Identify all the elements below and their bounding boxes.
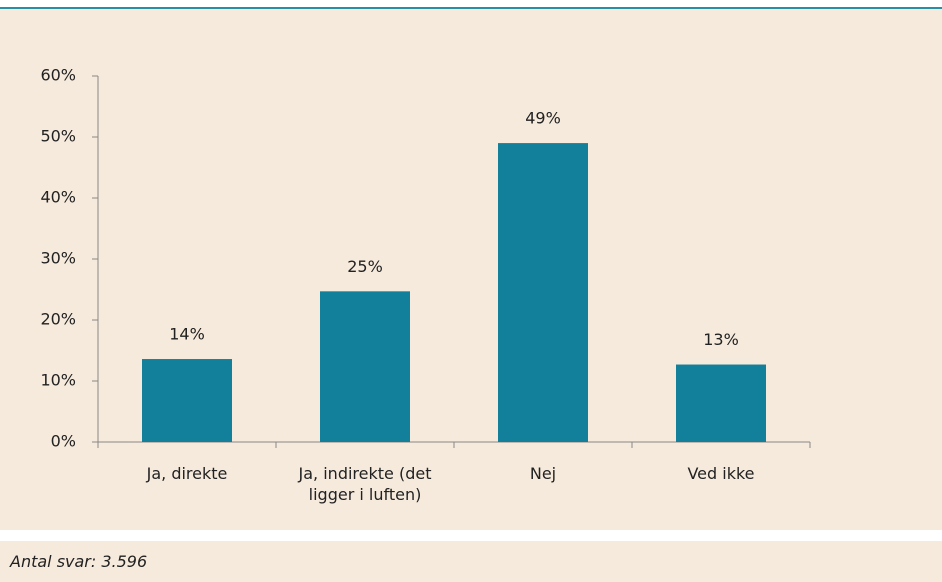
y-tick-label: 0%	[51, 432, 76, 451]
top-rule	[0, 7, 942, 9]
data-label: 14%	[169, 325, 205, 344]
x-tick-label: Ved ikke	[687, 464, 755, 483]
y-tick-label: 50%	[40, 127, 76, 146]
data-label: 25%	[347, 257, 383, 276]
y-tick-label: 40%	[40, 188, 76, 207]
data-label: 13%	[703, 330, 739, 349]
y-tick-label: 60%	[40, 66, 76, 85]
footer-note: Antal svar: 3.596	[10, 552, 148, 571]
bar	[142, 359, 232, 442]
y-tick-label: 30%	[40, 249, 76, 268]
footer: Antal svar: 3.596	[0, 541, 942, 582]
data-label: 49%	[525, 109, 561, 128]
x-tick-label: Ja, indirekte (det ligger i luften)	[298, 464, 432, 504]
x-tick-label: Ja, direkte	[146, 464, 228, 483]
chart-panel	[0, 9, 942, 530]
y-tick-label: 20%	[40, 310, 76, 329]
y-tick-label: 10%	[40, 371, 76, 390]
bar	[498, 143, 588, 442]
bar	[320, 291, 410, 442]
bar	[676, 364, 766, 442]
x-tick-label: Nej	[529, 464, 557, 483]
